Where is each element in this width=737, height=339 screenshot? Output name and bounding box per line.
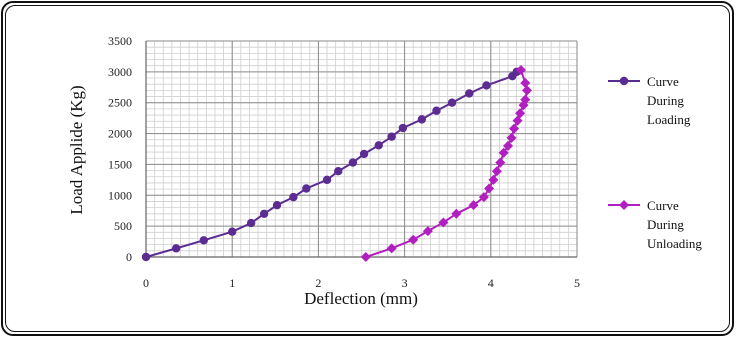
x-tick-label: 1 <box>229 276 235 290</box>
data-point <box>359 149 369 159</box>
data-point <box>141 252 151 262</box>
data-point <box>522 85 533 96</box>
y-axis-title: Load Applide (Kg) <box>67 85 86 214</box>
data-point <box>228 227 237 236</box>
data-point <box>289 192 298 202</box>
x-tick-label: 0 <box>143 276 149 290</box>
x-tick-label: 2 <box>315 276 321 290</box>
data-point <box>246 218 256 228</box>
data-point <box>447 98 457 107</box>
series <box>141 65 533 262</box>
legend-swatch-marker <box>619 76 629 86</box>
data-point <box>348 158 358 167</box>
data-point <box>478 192 489 203</box>
legend-label: Unloading <box>647 236 702 251</box>
data-point <box>468 200 479 211</box>
data-point <box>498 147 509 158</box>
y-tick-label: 500 <box>114 219 132 233</box>
data-point <box>515 65 526 76</box>
data-point <box>438 217 449 228</box>
data-point <box>360 252 371 262</box>
data-point <box>488 174 499 185</box>
data-point <box>451 208 462 219</box>
y-tick-label: 2500 <box>108 96 132 110</box>
legend-item-loading: Curve During Loading <box>608 74 691 127</box>
data-point <box>417 115 427 124</box>
legend-label: Curve <box>647 74 679 89</box>
data-point <box>520 77 531 88</box>
data-point <box>408 234 419 245</box>
y-tick-label: 0 <box>126 250 132 264</box>
data-point <box>272 200 282 210</box>
data-point <box>491 166 502 177</box>
data-point <box>422 226 433 237</box>
x-tick-label: 5 <box>574 276 580 290</box>
legend: Curve During Loading Curve During Unloading <box>608 74 702 251</box>
series-unloading <box>360 65 533 262</box>
legend-swatch-marker <box>619 200 629 210</box>
x-tick-label: 4 <box>488 276 494 290</box>
data-point <box>509 123 520 134</box>
data-point <box>398 123 408 133</box>
x-axis-title: Deflection (mm) <box>304 289 418 308</box>
y-tick-label: 3500 <box>108 34 132 48</box>
data-point <box>322 175 332 185</box>
y-tick-label: 2000 <box>108 127 132 141</box>
x-tick-label: 3 <box>402 276 408 290</box>
y-tick-label: 1000 <box>108 188 132 202</box>
data-point <box>302 184 311 193</box>
data-point <box>259 209 269 218</box>
legend-item-unloading: Curve During Unloading <box>608 198 702 251</box>
data-point <box>334 167 343 176</box>
data-point <box>432 106 441 115</box>
data-point <box>482 81 491 90</box>
data-point <box>506 132 517 143</box>
data-point <box>171 244 181 253</box>
data-point <box>386 243 397 254</box>
data-point <box>387 132 396 141</box>
data-point <box>374 141 383 150</box>
data-point <box>503 140 514 151</box>
tick-labels: 0 1 2 3 4 5 0 500 1000 1500 2000 2500 3000 3500 <box>108 34 580 290</box>
data-point <box>465 89 474 98</box>
data-point <box>518 100 529 111</box>
data-point <box>199 236 208 245</box>
chart-frame-inner <box>5 5 730 332</box>
data-point <box>512 115 523 126</box>
legend-label: During <box>647 93 684 108</box>
y-tick-label: 1500 <box>108 157 132 171</box>
legend-label: Curve <box>647 198 679 213</box>
legend-label: Loading <box>647 112 691 127</box>
series-loading <box>141 67 521 262</box>
y-tick-label: 3000 <box>108 65 132 79</box>
data-point <box>484 183 495 194</box>
data-point <box>495 157 506 168</box>
legend-label: During <box>647 217 684 232</box>
